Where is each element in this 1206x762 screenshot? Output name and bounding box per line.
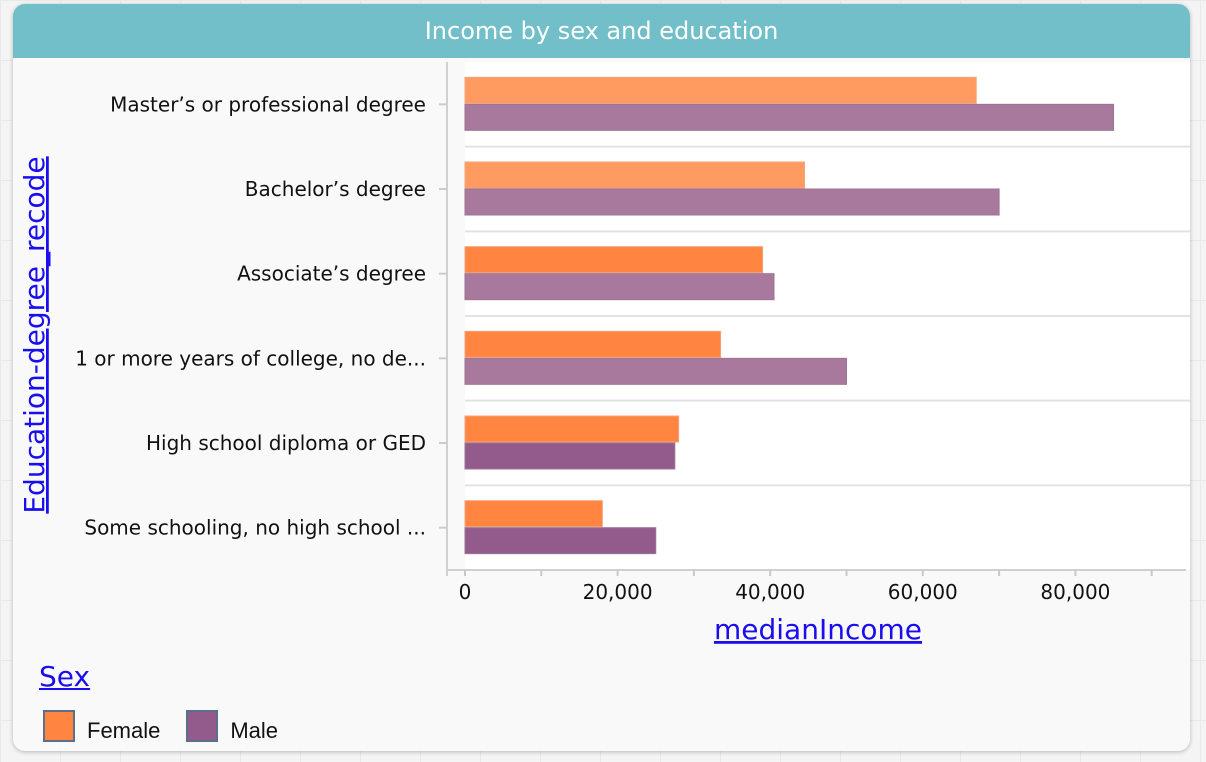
bars-layer xyxy=(464,76,1115,555)
bar-female[interactable] xyxy=(464,500,603,528)
bar-female[interactable] xyxy=(464,330,722,358)
chart-title: Income by sex and education xyxy=(424,17,779,45)
bar-male[interactable] xyxy=(464,442,676,470)
chart-card: Income by sex and education Master’s or … xyxy=(13,4,1190,751)
y-tick-label: Bachelor’s degree xyxy=(245,177,426,201)
legend: Female Male xyxy=(43,708,304,744)
bar-male[interactable] xyxy=(464,103,1115,131)
y-tick-label: Some schooling, no high school ... xyxy=(84,516,426,540)
x-tick-label: 20,000 xyxy=(583,580,653,604)
grid-layer xyxy=(465,62,1190,570)
bar-male[interactable] xyxy=(464,188,1000,216)
legend-label-male: Male xyxy=(230,718,279,743)
x-axis-title[interactable]: medianIncome xyxy=(714,613,922,646)
bar-male[interactable] xyxy=(464,357,847,385)
y-tick-label: High school diploma or GED xyxy=(146,431,426,455)
legend-item-female[interactable]: Female xyxy=(43,708,160,744)
y-tick-label: Associate’s degree xyxy=(237,262,426,286)
bar-female[interactable] xyxy=(464,415,680,443)
bar-female[interactable] xyxy=(464,161,806,189)
bar-male[interactable] xyxy=(464,273,775,301)
x-tick-label: 60,000 xyxy=(888,580,958,604)
legend-swatch-male xyxy=(186,710,219,742)
y-tick-label: Master’s or professional degree xyxy=(110,92,426,116)
axis-layer: Master’s or professional degree Bachelor’… xyxy=(75,62,1186,604)
bar-chart: Master’s or professional degree Bachelor’… xyxy=(18,62,1190,646)
card-header xyxy=(13,4,1190,58)
legend-title[interactable]: Sex xyxy=(39,660,91,693)
x-tick-label: 80,000 xyxy=(1040,580,1110,604)
y-axis-title[interactable]: Education-degree_recode xyxy=(18,156,51,513)
x-tick-label: 0 xyxy=(459,580,472,604)
legend-swatch-female xyxy=(43,710,75,742)
y-tick-label: 1 or more years of college, no de... xyxy=(75,346,426,370)
x-tick-label: 40,000 xyxy=(735,580,805,604)
bar-male[interactable] xyxy=(464,527,657,555)
legend-item-male[interactable]: Male xyxy=(186,708,278,744)
bar-female[interactable] xyxy=(464,246,764,274)
bar-female[interactable] xyxy=(464,76,977,104)
legend-label-female: Female xyxy=(87,718,161,743)
